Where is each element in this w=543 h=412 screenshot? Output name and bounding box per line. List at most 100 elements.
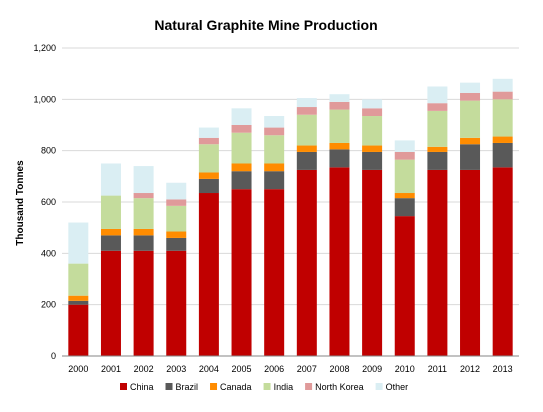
bar-segment (460, 137, 481, 145)
bar-segment (231, 125, 252, 133)
bar-segment (362, 108, 383, 117)
x-axis-ticks: 2000 2001 2002 2003 2004 2005 2006 2007 2008 2009… (68, 364, 512, 374)
x-tick-label: 2009 (362, 364, 382, 374)
bar-segment (362, 99, 383, 109)
bar-segment (296, 107, 317, 115)
x-tick-label: 2007 (297, 364, 317, 374)
y-tick-label: 0 (51, 351, 56, 361)
bar-segment (166, 199, 187, 206)
y-tick-label: 800 (41, 146, 56, 156)
x-tick-label: 2000 (68, 364, 88, 374)
bar-segment (460, 100, 481, 138)
bar-segment (296, 145, 317, 152)
bar-segment (264, 189, 285, 356)
bar-segment (68, 300, 89, 305)
bar-segment (231, 171, 252, 190)
bar-segment (492, 99, 513, 137)
bar-segment (362, 151, 383, 170)
bar-segment (231, 132, 252, 164)
legend-label: Other (386, 382, 409, 392)
bar-segment (362, 169, 383, 356)
bar-segment (198, 144, 219, 173)
legend-swatch (165, 383, 173, 390)
bar-segment (100, 235, 121, 251)
legend-label: Brazil (176, 382, 199, 392)
x-tick-label: 2011 (428, 364, 447, 374)
bar-segment (329, 109, 350, 143)
bar-segment (296, 98, 317, 108)
bar-segment (362, 116, 383, 146)
bar-segment (133, 250, 154, 356)
bar-segment (394, 198, 415, 217)
bar-segment (460, 144, 481, 170)
bar-segment (492, 78, 513, 92)
bar-segment (329, 142, 350, 150)
x-tick-label: 2001 (101, 364, 121, 374)
bar-segment (100, 228, 121, 236)
bar-segment (427, 86, 448, 104)
y-tick-label: 400 (41, 248, 56, 258)
bar-segment (133, 198, 154, 229)
bars (68, 78, 513, 356)
bar-segment (394, 193, 415, 199)
legend-label: North Korea (315, 382, 364, 392)
legend-swatch (375, 383, 383, 390)
bar-segment (133, 235, 154, 251)
legend-label: China (130, 382, 154, 392)
x-tick-label: 2012 (460, 364, 480, 374)
bar-segment (198, 178, 219, 194)
x-tick-label: 2008 (329, 364, 349, 374)
bar-segment (68, 222, 89, 264)
bar-segment (394, 151, 415, 160)
y-tick-label: 1,200 (33, 43, 56, 53)
bar-segment (427, 146, 448, 152)
bar-segment (427, 103, 448, 111)
bar-segment (264, 127, 285, 136)
x-tick-label: 2004 (199, 364, 219, 374)
bar-segment (296, 169, 317, 356)
x-tick-label: 2003 (166, 364, 186, 374)
y-tick-label: 1,000 (33, 94, 56, 104)
bar-segment (68, 295, 89, 301)
bar-segment (198, 193, 219, 356)
bar-segment (329, 101, 350, 110)
x-tick-label: 2002 (134, 364, 154, 374)
bar-segment (231, 108, 252, 125)
legend-swatch (120, 383, 127, 390)
legend-label: India (274, 382, 294, 392)
bar-segment (427, 110, 448, 147)
bar-segment (231, 189, 252, 356)
x-tick-label: 2013 (493, 364, 513, 374)
bar-segment (329, 149, 350, 168)
x-tick-label: 2005 (232, 364, 252, 374)
bar-segment (133, 228, 154, 236)
bar-segment (100, 250, 121, 356)
bar-segment (264, 135, 285, 164)
bar-segment (460, 82, 481, 93)
bar-segment (394, 140, 415, 152)
bar-segment (100, 163, 121, 196)
bar-segment (198, 137, 219, 145)
bar-segment (296, 114, 317, 146)
bar-segment (492, 167, 513, 356)
bar-segment (329, 167, 350, 356)
bar-segment (492, 91, 513, 100)
bar-segment (198, 127, 219, 138)
bar-segment (68, 304, 89, 356)
bar-segment (166, 237, 187, 251)
bar-segment (100, 195, 121, 229)
bar-segment (166, 231, 187, 238)
bar-segment (166, 182, 187, 200)
bar-segment (394, 216, 415, 356)
legend-swatch (263, 383, 271, 390)
bar-segment (427, 169, 448, 356)
legend: China Brazil Canada India North Korea Other (120, 382, 408, 392)
x-tick-label: 2010 (395, 364, 415, 374)
y-tick-label: 600 (41, 197, 56, 207)
bar-segment (329, 94, 350, 102)
x-tick-label: 2006 (264, 364, 284, 374)
bar-segment (427, 151, 448, 170)
bar-segment (133, 166, 154, 194)
